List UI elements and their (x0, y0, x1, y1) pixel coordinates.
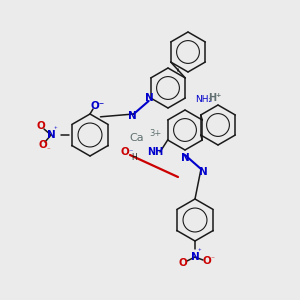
Text: Ca: Ca (130, 133, 144, 143)
Text: O: O (37, 121, 45, 131)
Text: O: O (202, 256, 211, 266)
Text: ⁻: ⁻ (46, 147, 50, 153)
Text: 3+: 3+ (149, 130, 161, 139)
Text: O⁻: O⁻ (91, 101, 105, 111)
Text: ⁻: ⁻ (129, 148, 133, 157)
Text: N: N (145, 93, 154, 103)
Text: N: N (181, 153, 189, 163)
Text: NH₂: NH₂ (195, 95, 212, 104)
Text: O: O (39, 140, 47, 150)
Text: N: N (199, 167, 207, 177)
Text: H: H (131, 152, 137, 161)
Text: ⁺: ⁺ (53, 127, 57, 133)
Text: H⁺: H⁺ (208, 93, 222, 103)
Text: O: O (178, 258, 188, 268)
Text: ⁻: ⁻ (210, 254, 214, 263)
Text: N: N (128, 111, 137, 121)
Text: ⁺: ⁺ (197, 249, 201, 255)
Text: NH: NH (147, 147, 163, 157)
Text: N: N (46, 130, 56, 140)
Text: N: N (190, 252, 200, 262)
Text: O: O (121, 147, 129, 157)
